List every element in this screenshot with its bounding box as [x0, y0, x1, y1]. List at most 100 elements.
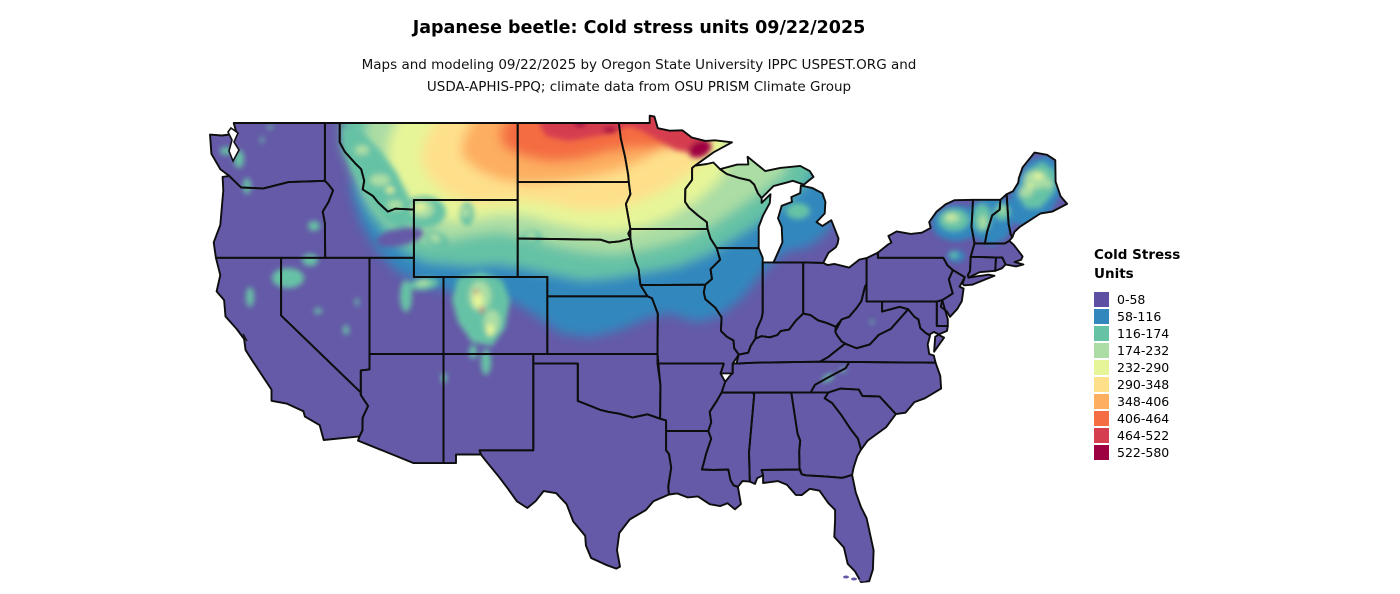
legend-label: 348-406: [1117, 394, 1170, 409]
cold-stress-spot: [474, 290, 478, 294]
state-shape-ok: [533, 354, 661, 419]
cold-stress-spot: [376, 226, 424, 248]
state-border-mi: [772, 184, 840, 264]
state-border-me: [1005, 151, 1069, 239]
figure-subtitle-line2: USDA-APHIS-PPQ; climate data from OSU PR…: [426, 79, 852, 95]
state-border-va2: [933, 333, 946, 353]
state-shape-ma: [970, 240, 1024, 267]
cold-stress-spot: [243, 178, 251, 194]
legend-swatch: [1094, 309, 1109, 324]
san-francisco-bay: [242, 333, 248, 342]
cold-stress-spot: [355, 298, 359, 306]
legend-label: 116-174: [1117, 326, 1170, 341]
state-borders-layer: [209, 114, 1069, 584]
cold-stress-spot: [1033, 173, 1043, 179]
legend-item: 464-522: [1094, 427, 1180, 444]
cold-stress-spot: [308, 221, 320, 231]
state-shape-oh: [803, 258, 867, 327]
state-shape-ca: [215, 257, 369, 440]
puget-sound-inlet: [227, 126, 240, 163]
cold-stress-spot: [246, 287, 254, 307]
state-shape-nm: [443, 354, 534, 464]
legend-item: 116-174: [1094, 325, 1180, 342]
cold-stress-spot: [979, 215, 987, 229]
cold-stress-spot: [1027, 184, 1033, 188]
figure-subtitle-line1: Maps and modeling 09/22/2025 by Oregon S…: [361, 57, 917, 73]
state-shape-wa: [210, 123, 325, 189]
cold-stress-spot: [688, 140, 712, 158]
cold-stress-spot: [1043, 180, 1053, 188]
legend-title-line1: Cold Stress: [1094, 247, 1181, 263]
cold-stress-spot: [267, 125, 273, 129]
cold-stress-spot: [1000, 206, 1006, 214]
figure-subtitle: Maps and modeling 09/22/2025 by Oregon S…: [0, 54, 1278, 98]
cold-stress-spot: [481, 349, 491, 375]
cold-stress-spot: [387, 200, 403, 210]
legend-swatch: [1094, 326, 1109, 341]
cold-stress-spot: [302, 254, 318, 266]
legend-label: 522-580: [1117, 445, 1170, 460]
state-shape-ms: [701, 392, 755, 487]
legend-item: 232-290: [1094, 359, 1180, 376]
legend-label: 406-464: [1117, 411, 1170, 426]
legend-swatch: [1094, 360, 1109, 375]
cold-stress-spot: [386, 187, 394, 193]
state-border-nj: [939, 269, 966, 318]
cold-stress-spot: [486, 324, 494, 336]
cold-stress-spot: [948, 215, 954, 219]
cold-stress-spot: [400, 280, 412, 312]
cold-stress-spot: [370, 174, 390, 186]
state-shape-al: [749, 392, 801, 484]
state-shape-ct: [967, 256, 996, 278]
cold-stress-spot: [574, 121, 586, 127]
legend-label: 290-348: [1117, 377, 1170, 392]
figure-title: Japanese beetle: Cold stress units 09/22…: [412, 18, 866, 38]
legend-label: 232-290: [1117, 360, 1170, 375]
cold-stress-spot: [462, 206, 470, 218]
state-border-tx: [478, 362, 673, 570]
state-shape-ga: [791, 392, 861, 478]
legend-label: 464-522: [1117, 428, 1170, 443]
map-detail-layer: [227, 126, 867, 582]
cold-stress-spot: [480, 307, 484, 313]
cold-stress-spot: [1019, 187, 1033, 197]
cold-stress-spot: [786, 203, 810, 219]
cold-stress-spot: [260, 137, 264, 143]
state-shape-ar: [657, 363, 726, 431]
state-shape-de: [936, 300, 948, 327]
cold-stress-spot: [343, 325, 349, 335]
florida-keys: [859, 578, 867, 582]
cold-stress-spot: [870, 320, 874, 324]
state-shape-or: [213, 175, 334, 258]
cold-stress-spot: [416, 279, 430, 287]
cold-stress-spot: [272, 268, 304, 288]
map-legend: Cold Stress Units 0-58 58-116 116-174 174-2…: [1094, 246, 1180, 461]
cold-stress-spot: [355, 145, 369, 155]
cold-stress-spot: [473, 292, 483, 308]
legend-swatch: [1094, 428, 1109, 443]
florida-keys: [851, 577, 857, 581]
legend-swatch: [1094, 292, 1109, 307]
florida-keys: [843, 575, 849, 579]
state-shape-wv: [835, 283, 909, 349]
state-border-fl: [760, 468, 875, 584]
state-border-nc: [809, 360, 943, 416]
legend-swatch: [1094, 377, 1109, 392]
state-shape-md: [882, 301, 948, 335]
state-shape-ky: [736, 313, 846, 364]
legend-swatch: [1094, 445, 1109, 460]
legend-title-line2: Units: [1094, 266, 1134, 282]
legend-item: 0-58: [1094, 291, 1180, 308]
legend-title: Cold Stress Units: [1094, 246, 1180, 284]
cold-stress-spot: [429, 233, 441, 243]
cold-stress-spot: [950, 252, 958, 258]
legend-item: 290-348: [1094, 376, 1180, 393]
state-shape-az: [358, 354, 444, 464]
legend-item: 522-580: [1094, 444, 1180, 461]
legend-item: 406-464: [1094, 410, 1180, 427]
legend-item: 58-116: [1094, 308, 1180, 325]
state-shape-nc: [810, 361, 942, 415]
state-shape-sc: [824, 388, 896, 450]
